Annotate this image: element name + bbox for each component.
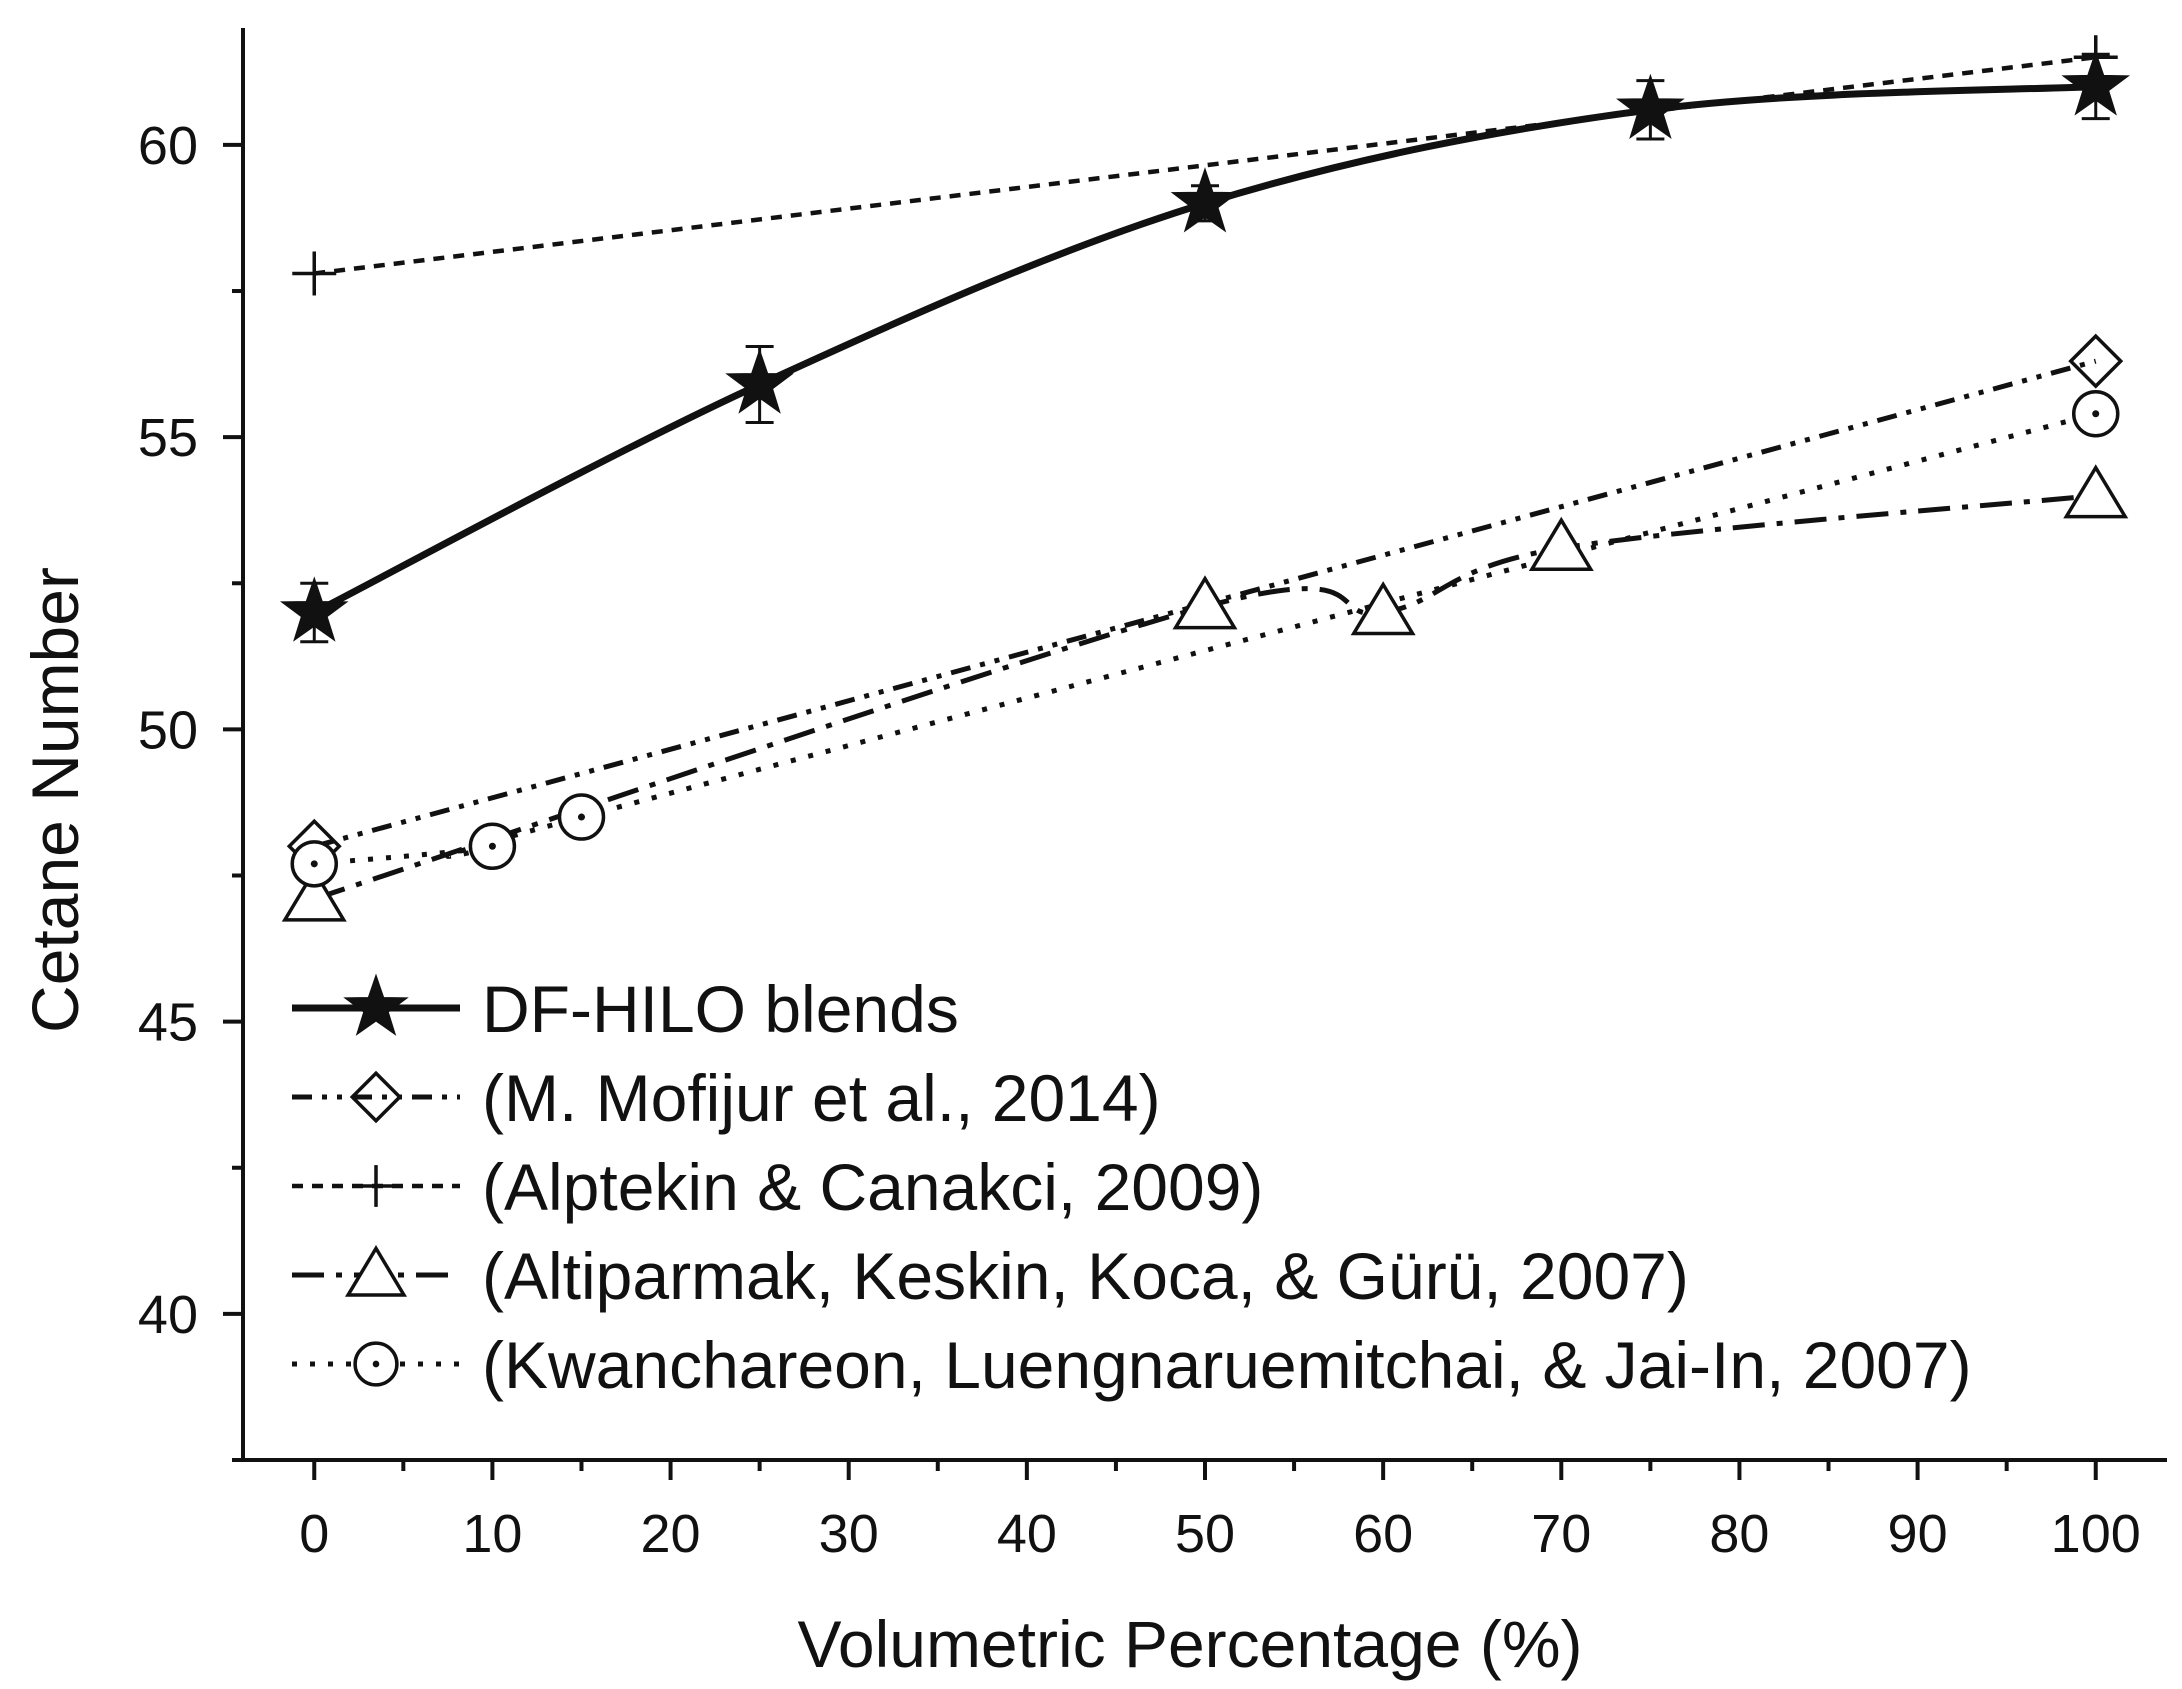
legend-marker-triangle <box>348 1248 404 1295</box>
x-tick-label: 90 <box>1888 1504 1948 1564</box>
series-line-2 <box>314 57 2095 273</box>
y-tick-label: 40 <box>138 1285 198 1345</box>
legend-marker-star <box>346 977 406 1034</box>
legend-label: (M. Mofijur et al., 2014) <box>482 1061 1161 1135</box>
legend-item: DF-HILO blends <box>292 972 959 1046</box>
x-tick-label: 0 <box>299 1504 329 1564</box>
x-tick-label: 40 <box>997 1504 1057 1564</box>
legend-label: DF-HILO blends <box>482 972 959 1046</box>
data-point-circle-dot <box>2074 392 2118 436</box>
x-tick-label: 30 <box>819 1504 879 1564</box>
legend-item: (Altiparmak, Keskin, Koca, & Gürü, 2007) <box>292 1239 1689 1313</box>
legend-item: (M. Mofijur et al., 2014) <box>292 1061 1161 1135</box>
cetane-number-chart: 0 10 20 30 40 50 60 70 80 90 100 40 45 50 55 60 DF-HILO… <box>0 0 2182 1689</box>
plot-area <box>283 35 2127 920</box>
data-point-circle-dot <box>559 795 603 839</box>
legend-item: (Kwanchareon, Luengnaruemitchai, & Jai-I… <box>292 1328 1972 1402</box>
y-tick-label: 55 <box>138 408 198 468</box>
y-tick-label: 45 <box>138 993 198 1053</box>
x-axis-title: Volumetric Percentage (%) <box>797 1607 1582 1681</box>
legend-label: (Alptekin & Canakci, 2009) <box>482 1150 1263 1224</box>
data-point-triangle <box>2066 468 2125 517</box>
legend-marker-circle-dot <box>355 1343 397 1385</box>
y-tick-label: 50 <box>138 700 198 760</box>
chart-canvas: 0 10 20 30 40 50 60 70 80 90 100 40 45 50 55 60 DF-HILO… <box>0 0 2182 1689</box>
x-tick-label: 10 <box>462 1504 522 1564</box>
legend: DF-HILO blends (M. Mofijur et al., 2014) (… <box>292 972 1972 1402</box>
legend-marker-plus <box>355 1165 397 1207</box>
x-tick-label: 20 <box>641 1504 701 1564</box>
series-line-0 <box>314 86 2095 612</box>
data-point-circle-dot <box>470 824 514 868</box>
y-axis-title: Cetane Number <box>18 567 92 1033</box>
x-tick-label: 80 <box>1709 1504 1769 1564</box>
legend-label: (Kwanchareon, Luengnaruemitchai, & Jai-I… <box>482 1328 1972 1402</box>
data-point-plus <box>292 251 336 295</box>
data-point-diamond <box>2071 336 2121 386</box>
legend-label: (Altiparmak, Keskin, Koca, & Gürü, 2007) <box>482 1239 1689 1313</box>
x-tick-label: 100 <box>2051 1504 2141 1564</box>
x-tick-label: 50 <box>1175 1504 1235 1564</box>
legend-item: (Alptekin & Canakci, 2009) <box>292 1150 1263 1224</box>
data-point-circle-dot <box>292 842 336 886</box>
x-tick-label: 70 <box>1531 1504 1591 1564</box>
data-point-triangle <box>1532 520 1591 569</box>
y-tick-label: 60 <box>138 116 198 176</box>
x-tick-label: 60 <box>1353 1504 1413 1564</box>
